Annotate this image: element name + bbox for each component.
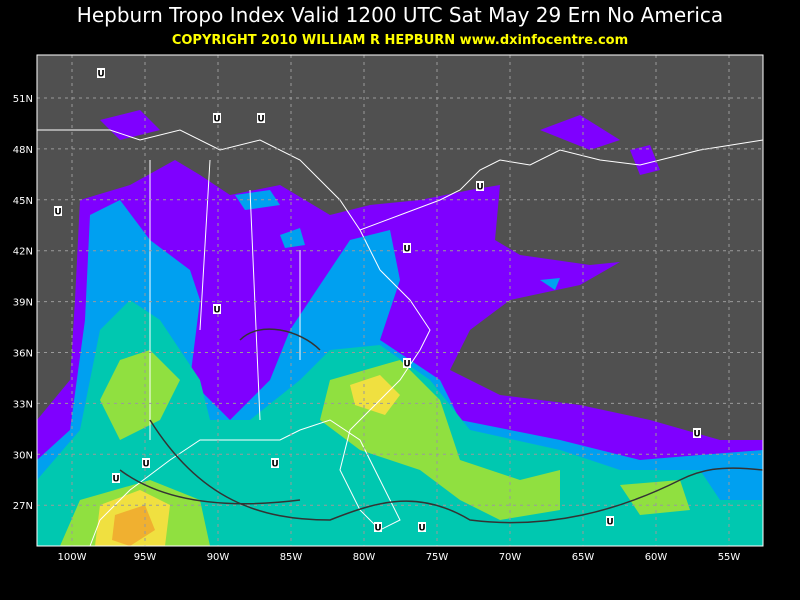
lat-label: 30N (13, 450, 33, 461)
lon-label: 70W (499, 552, 522, 563)
contours (119, 328, 763, 524)
marker-label: U (54, 208, 61, 218)
marker-label: U (418, 524, 425, 534)
marker-label: U (693, 430, 700, 440)
lon-label: 85W (280, 552, 303, 563)
marker-box (271, 458, 279, 468)
marker-label: U (271, 460, 278, 470)
lat-label: 51N (13, 94, 33, 105)
lat-label: 39N (13, 298, 33, 309)
lon-label: 95W (134, 552, 157, 563)
marker-box (54, 206, 62, 216)
subtitle: COPYRIGHT 2010 WILLIAM R HEPBURN www.dxi… (172, 33, 628, 48)
lat-label: 27N (13, 501, 33, 512)
marker-label: U (213, 306, 220, 316)
marker-box (257, 113, 265, 123)
marker-label: U (606, 518, 613, 528)
lat-label: 42N (13, 247, 33, 258)
lat-label: 45N (13, 196, 33, 207)
marker-label: U (112, 475, 119, 485)
marker-box (606, 516, 614, 526)
marker-label: U (142, 460, 149, 470)
marker-box (374, 522, 382, 532)
marker-label: U (374, 524, 381, 534)
axis-labels: 51N 48N 45N 42N 39N 36N 33N 30N 27N 100W 95W 90W 85W… (13, 94, 741, 563)
lat-label: 48N (13, 145, 33, 156)
marker-box (213, 113, 221, 123)
lon-label: 75W (426, 552, 449, 563)
marker-box (693, 428, 701, 438)
title: Hepburn Tropo Index Valid 1200 UTC Sat M… (77, 3, 723, 27)
coastlines (37, 129, 763, 546)
marker-label: U (403, 360, 410, 370)
marker-box (142, 458, 150, 468)
lon-label: 90W (207, 552, 230, 563)
lon-label: 60W (645, 552, 668, 563)
marker-label: U (257, 115, 264, 125)
marker-box (403, 243, 411, 253)
marker-label: U (476, 183, 483, 193)
graticule (37, 55, 763, 546)
lon-label: 80W (353, 552, 376, 563)
map-frame (36, 54, 764, 547)
markers: U U U U U U U U U U U U U U U (54, 68, 701, 534)
lon-label: 100W (58, 552, 87, 563)
marker-box (97, 68, 105, 78)
marker-label: U (213, 115, 220, 125)
marker-box (476, 181, 484, 191)
lat-label: 36N (13, 349, 33, 360)
marker-box (213, 304, 221, 314)
marker-label: U (97, 70, 104, 80)
marker-box (112, 473, 120, 483)
marker-box (418, 522, 426, 532)
lon-label: 65W (572, 552, 595, 563)
lat-label: 33N (13, 399, 33, 410)
marker-box (403, 358, 411, 368)
lon-label: 55W (718, 552, 741, 563)
marker-label: U (403, 245, 410, 255)
